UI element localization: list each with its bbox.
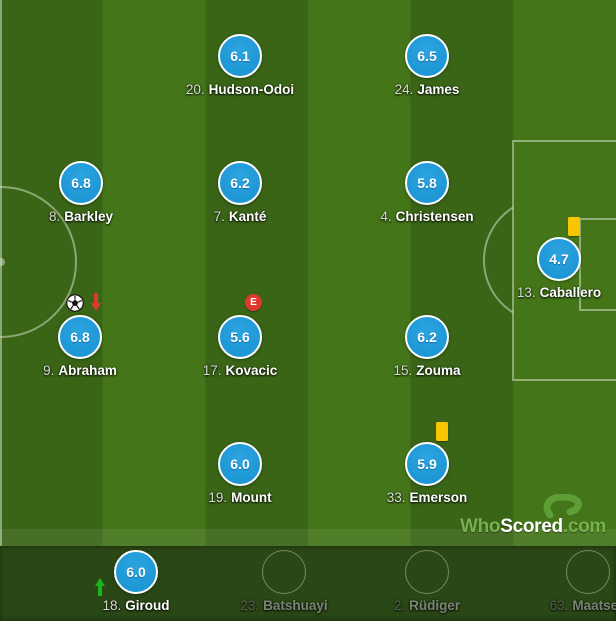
player-name-label[interactable]: 7. Kanté [120,209,360,224]
sub-off-arrow-icon [90,293,101,311]
player-shirt-number: 15. [393,363,413,378]
player-name: Mount [231,490,272,505]
player-shirt-number: 20. [185,82,205,97]
bench-player-circle[interactable] [262,550,306,594]
center-circle [0,186,77,338]
player-name-label[interactable]: 15. Zouma [307,363,547,378]
player-rating-badge[interactable]: 6.1 [218,34,262,78]
player-shirt-number: 2. [393,598,406,613]
player-rating-badge[interactable]: 5.9 [405,442,449,486]
goal-ball-icon [66,294,84,312]
player-rating-badge[interactable]: 5.8 [405,161,449,205]
player-name-label[interactable]: 4. Christensen [307,209,547,224]
player-name: Abraham [58,363,117,378]
player-name: Caballero [539,285,602,300]
center-spot [0,258,5,266]
player-rating-badge[interactable]: 6.5 [405,34,449,78]
player-rating-badge[interactable]: 6.0 [218,442,262,486]
whoscored-wordmark: WhoScored.com [460,517,606,536]
player-shirt-number: 23. [240,598,260,613]
player-name: Christensen [395,209,474,224]
player-shirt-number: 8. [48,209,61,224]
player-name-label[interactable]: 2. Rüdiger [307,598,547,613]
pitch-markings [0,0,616,546]
player-name-label[interactable]: 63.Maatsen [468,598,616,613]
logo-com: com [567,516,606,537]
player-name-label[interactable]: 9. Abraham [0,363,200,378]
penalty-box [512,140,616,381]
question-mark-icon [542,494,584,518]
player-shirt-number: 24. [394,82,414,97]
bench-player-circle[interactable] [405,550,449,594]
player-name: Rüdiger [409,598,461,613]
whoscored-logo[interactable]: WhoScored.com [460,494,606,536]
player-name-label[interactable]: 19. Mount [120,490,360,505]
player-name-label[interactable]: 23. Batshuayi [164,598,404,613]
player-shirt-number: 19. [208,490,228,505]
logo-scored: Scored [500,516,563,537]
player-shirt-number: 7. [213,209,225,224]
yellow-card-icon [436,422,448,441]
player-rating-badge[interactable]: 4.7 [537,237,581,281]
substitutes-bar: 6.0 18. Giroud 23. Batshuayi 2. Rüdiger 63.… [0,546,616,621]
player-shirt-number: 13. [516,285,536,300]
player-name-label[interactable]: 17. Kovacic [120,363,360,378]
player-rating-badge[interactable]: 6.8 [59,161,103,205]
player-name: Batshuayi [263,598,328,613]
player-rating-badge[interactable]: 6.2 [405,315,449,359]
player-name-label[interactable]: 18. Giroud [16,598,256,613]
player-rating-badge[interactable]: 6.2 [218,161,262,205]
player-name-label[interactable]: 33. Emerson [307,490,547,505]
player-shirt-number: 18. [102,598,122,613]
penalty-arc [482,206,514,314]
player-name: Kanté [228,209,267,224]
yellow-card-icon [568,217,580,236]
player-name: Maatsen [572,598,616,613]
logo-who: Who [459,516,501,537]
bench-player-circle[interactable] [566,550,610,594]
player-name: Hudson-Odoi [208,82,295,97]
sub-on-arrow-icon [94,578,105,596]
player-name-label[interactable]: 13. Caballero [439,285,616,300]
player-name: Zouma [416,363,461,378]
player-shirt-number: 33. [386,490,406,505]
player-name-label[interactable]: 20. Hudson-Odoi [120,82,360,97]
player-shirt-number: 9. [43,363,55,378]
player-name-label[interactable]: 8. Barkley [0,209,201,224]
player-name: Emerson [409,490,468,505]
player-rating-badge[interactable]: 6.0 [114,550,158,594]
player-rating-badge[interactable]: 6.8 [58,315,102,359]
player-rating-badge[interactable]: 5.6 [218,315,262,359]
player-name: Barkley [64,209,114,224]
pitch: 6.1 20. Hudson-Odoi 6.5 24. James 6.8 8. Ba… [0,0,616,546]
player-name: Giroud [125,598,170,613]
logo-dot: . [562,516,568,537]
player-shirt-number: 63. [549,598,569,613]
player-name: James [417,82,460,97]
player-name-label[interactable]: 24. James [307,82,547,97]
player-shirt-number: 4. [380,209,392,224]
player-name: Kovacic [225,363,278,378]
player-shirt-number: 17. [202,363,222,378]
error-icon: E [245,294,262,311]
